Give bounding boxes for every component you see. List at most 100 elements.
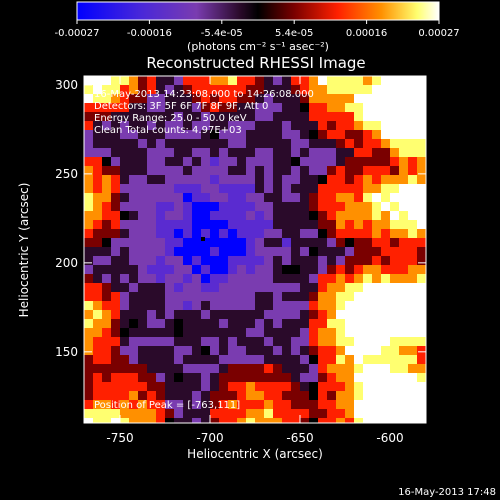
image-pixel: [408, 292, 417, 301]
image-pixel: [219, 148, 228, 157]
image-pixel: [327, 310, 336, 319]
image-pixel: [147, 283, 156, 292]
image-pixel: [219, 130, 228, 139]
image-pixel: [417, 382, 426, 391]
x-tick-label: -750: [106, 431, 133, 445]
image-pixel: [372, 409, 381, 418]
image-pixel: [354, 409, 363, 418]
image-pixel: [336, 211, 345, 220]
image-pixel: [174, 337, 183, 346]
image-pixel: [408, 301, 417, 310]
image-pixel: [201, 256, 210, 265]
image-pixel: [165, 346, 174, 355]
image-pixel: [363, 400, 372, 409]
image-pixel: [84, 220, 93, 229]
image-pixel: [327, 202, 336, 211]
image-pixel: [318, 418, 327, 423]
image-pixel: [228, 229, 237, 238]
image-pixel: [111, 247, 120, 256]
image-pixel: [273, 292, 282, 301]
image-pixel: [345, 400, 354, 409]
image-pixel: [291, 301, 300, 310]
image-pixel: [174, 130, 183, 139]
image-pixel: [192, 319, 201, 328]
image-pixel: [102, 229, 111, 238]
image-pixel: [282, 103, 291, 112]
image-pixel: [309, 139, 318, 148]
image-pixel: [183, 409, 192, 418]
image-pixel: [354, 319, 363, 328]
image-pixel: [363, 274, 372, 283]
image-pixel: [318, 139, 327, 148]
image-pixel: [174, 328, 183, 337]
image-pixel: [372, 94, 381, 103]
image-pixel: [282, 76, 291, 85]
image-pixel: [264, 274, 273, 283]
image-pixel: [399, 148, 408, 157]
image-pixel: [84, 319, 93, 328]
image-pixel: [354, 301, 363, 310]
image-pixel: [174, 364, 183, 373]
image-pixel: [192, 274, 201, 283]
image-pixel: [165, 310, 174, 319]
image-pixel: [273, 103, 282, 112]
image-pixel: [336, 418, 345, 423]
image-pixel: [165, 418, 174, 423]
image-pixel: [228, 256, 237, 265]
image-pixel: [417, 112, 426, 121]
image-pixel: [129, 76, 138, 85]
image-pixel: [300, 112, 309, 121]
image-pixel: [228, 130, 237, 139]
image-pixel: [147, 337, 156, 346]
image-pixel: [381, 157, 390, 166]
image-pixel: [138, 220, 147, 229]
image-pixel: [246, 418, 255, 423]
image-pixel: [372, 310, 381, 319]
image-pixel: [183, 373, 192, 382]
image-pixel: [381, 175, 390, 184]
image-pixel: [309, 382, 318, 391]
image-pixel: [201, 175, 210, 184]
image-pixel: [264, 157, 273, 166]
image-pixel: [354, 418, 363, 423]
image-pixel: [282, 418, 291, 423]
image-pixel: [318, 364, 327, 373]
image-pixel: [336, 310, 345, 319]
image-pixel: [399, 184, 408, 193]
image-pixel: [273, 157, 282, 166]
image-pixel: [255, 319, 264, 328]
image-pixel: [237, 184, 246, 193]
image-pixel: [219, 112, 228, 121]
image-pixel: [138, 355, 147, 364]
image-pixel: [120, 220, 129, 229]
image-pixel: [219, 94, 228, 103]
image-pixel: [264, 193, 273, 202]
image-pixel: [219, 238, 228, 247]
image-pixel: [237, 391, 246, 400]
image-pixel: [183, 184, 192, 193]
image-pixel: [111, 409, 120, 418]
colorbar-tick-label: -0.00027: [55, 28, 100, 39]
image-pixel: [156, 373, 165, 382]
image-pixel: [246, 211, 255, 220]
peak-marker: [201, 237, 205, 241]
image-pixel: [372, 85, 381, 94]
image-pixel: [381, 328, 390, 337]
image-pixel: [138, 391, 147, 400]
image-pixel: [345, 274, 354, 283]
image-pixel: [84, 247, 93, 256]
image-pixel: [228, 148, 237, 157]
image-pixel: [156, 418, 165, 423]
image-pixel: [156, 283, 165, 292]
image-pixel: [147, 328, 156, 337]
image-pixel: [399, 391, 408, 400]
image-pixel: [174, 382, 183, 391]
image-pixel: [309, 121, 318, 130]
image-pixel: [417, 202, 426, 211]
image-pixel: [174, 256, 183, 265]
image-pixel: [228, 301, 237, 310]
image-pixel: [237, 139, 246, 148]
image-pixel: [237, 283, 246, 292]
image-pixel: [336, 373, 345, 382]
image-pixel: [417, 256, 426, 265]
